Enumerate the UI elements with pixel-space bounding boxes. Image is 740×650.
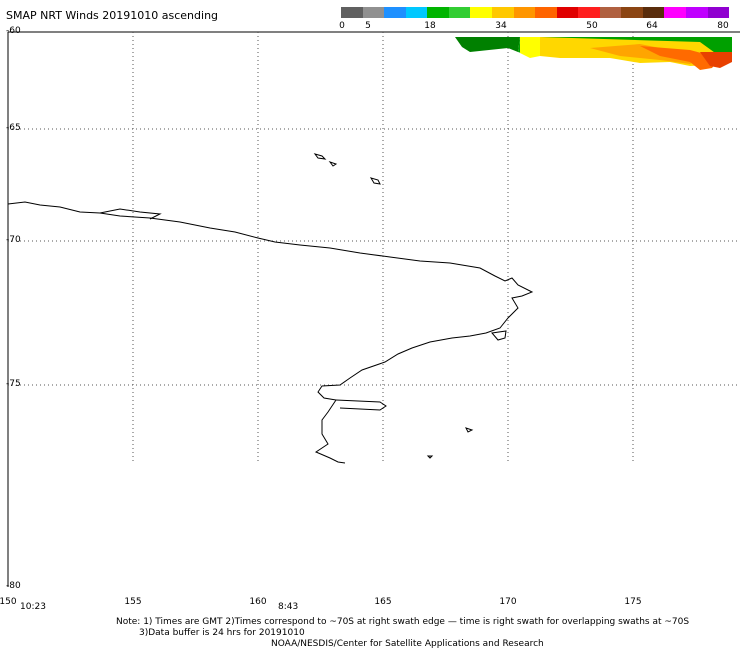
lon-label: 155 [124, 597, 142, 607]
lon-label: 170 [499, 597, 517, 607]
color-scale-segment [470, 7, 492, 18]
color-scale-segment [362, 7, 385, 18]
antarctic-coastline [7, 153, 534, 464]
lon-label: 165 [374, 597, 392, 607]
lat-label: -75 [6, 379, 21, 389]
lat-label: -60 [6, 26, 21, 36]
map-frame [7, 31, 740, 587]
color-scale-segment [686, 7, 708, 18]
lat-label: -70 [6, 235, 21, 245]
color-scale-segment [578, 7, 600, 18]
legend-tick: 0 [339, 21, 345, 31]
note-line: Note: 1) Times are GMT 2)Times correspon… [116, 617, 690, 627]
lon-label: 160 [249, 597, 267, 607]
map-title: SMAP NRT Winds 20191010 ascending [6, 9, 219, 22]
lon-label: 150 [0, 597, 17, 607]
legend-tick: 34 [495, 21, 507, 31]
legend-tick: 64 [646, 21, 658, 31]
lat-label: -65 [6, 123, 21, 133]
lat-label: -80 [6, 581, 21, 591]
swath-time: 10:23 [20, 602, 46, 612]
color-scale-segment [384, 7, 406, 18]
lon-label: 175 [624, 597, 642, 607]
color-scale-segment [707, 7, 730, 18]
color-scale-segment [599, 7, 622, 18]
legend-tick: 80 [717, 21, 729, 31]
color-scale-segment [642, 7, 665, 18]
color-scale-segment [535, 7, 557, 18]
legend-tick: 5 [365, 21, 371, 31]
color-scale-segment [427, 7, 449, 18]
color-scale-segment [491, 7, 514, 18]
color-scale-segment [621, 7, 643, 18]
color-scale-bar [341, 7, 730, 18]
credit-line: NOAA/NESDIS/Center for Satellite Applica… [271, 639, 544, 649]
note-line: 3)Data buffer is 24 hrs for 20191010 [139, 628, 305, 638]
color-scale-segment [341, 7, 363, 18]
legend-tick: 50 [586, 21, 598, 31]
wind-speed-legend: 0 5 18 34 50 64 80 [339, 7, 730, 37]
wind-swath [455, 37, 732, 70]
graticule [8, 32, 740, 463]
color-scale-segment [664, 7, 686, 18]
color-scale-segment [513, 7, 536, 18]
legend-tick: 18 [424, 21, 436, 31]
swath-time: 8:43 [278, 602, 299, 612]
color-scale-segment [405, 7, 428, 18]
color-scale-segment [448, 7, 471, 18]
color-scale-segment [556, 7, 579, 18]
